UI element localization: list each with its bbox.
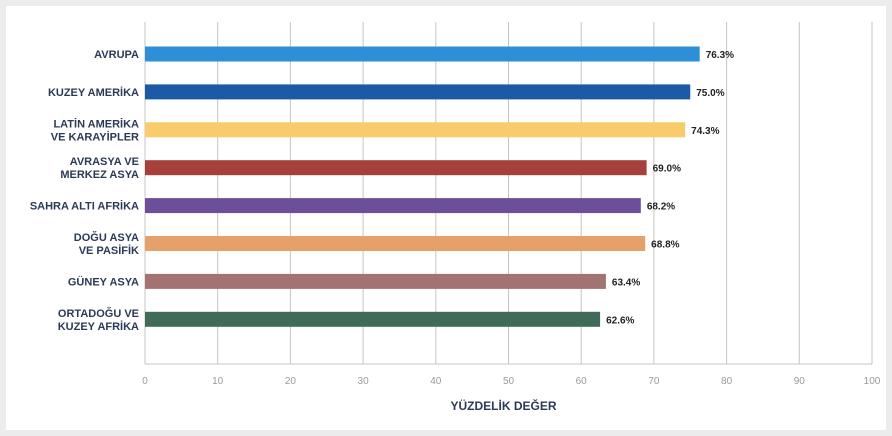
- x-axis-title: YÜZDELİK DEĞER: [450, 398, 556, 413]
- value-label: 69.0%: [653, 164, 681, 175]
- x-tick-label: 80: [721, 376, 733, 387]
- x-tick-label: 70: [648, 376, 660, 387]
- bar-0: [145, 47, 700, 62]
- bar-5: [145, 236, 645, 251]
- bar-4: [145, 198, 641, 213]
- category-label: GÜNEY ASYA: [68, 275, 139, 288]
- category-label: VE PASİFİK: [79, 244, 139, 257]
- category-label: DOĞU ASYA: [74, 231, 139, 244]
- bar-7: [145, 312, 600, 327]
- category-label: SAHRA ALTI AFRİKA: [30, 200, 139, 213]
- category-label: AVRASYA VE: [70, 156, 139, 168]
- value-label: 74.3%: [691, 126, 719, 137]
- value-label: 62.6%: [606, 315, 634, 326]
- bar-2: [145, 122, 685, 137]
- bar-chart: 0 10 20 30 40 50 60 70 80 90 100 AVRUPA 76.3% KUZEY A…: [6, 6, 886, 430]
- value-label: 76.3%: [706, 50, 734, 61]
- category-label: AVRUPA: [94, 49, 139, 61]
- x-tick-label: 10: [212, 376, 224, 387]
- category-label: LATİN AMERİKA: [53, 117, 139, 130]
- x-tick-label: 40: [430, 376, 442, 387]
- bar-1: [145, 84, 690, 99]
- value-label: 68.2%: [647, 202, 675, 213]
- bar-6: [145, 274, 606, 289]
- x-tick-label: 30: [358, 376, 370, 387]
- category-label: ORTADOĞU VE: [58, 307, 139, 320]
- bar-3: [145, 160, 647, 175]
- value-label: 68.8%: [651, 240, 679, 251]
- value-label: 75.0%: [696, 88, 724, 99]
- value-label: 63.4%: [612, 277, 640, 288]
- x-tick-label: 60: [576, 376, 588, 387]
- category-label: VE KARAYİPLER: [51, 130, 139, 143]
- category-label: MERKEZ ASYA: [60, 169, 139, 181]
- category-label: KUZEY AFRİKA: [58, 320, 139, 333]
- x-tick-label: 20: [285, 376, 297, 387]
- chart-frame: 0 10 20 30 40 50 60 70 80 90 100 AVRUPA 76.3% KUZEY A…: [6, 6, 886, 430]
- x-tick-label: 0: [142, 376, 148, 387]
- x-tick-label: 100: [864, 376, 881, 387]
- category-label: KUZEY AMERİKA: [48, 86, 139, 99]
- x-tick-label: 50: [503, 376, 515, 387]
- x-tick-label: 90: [794, 376, 806, 387]
